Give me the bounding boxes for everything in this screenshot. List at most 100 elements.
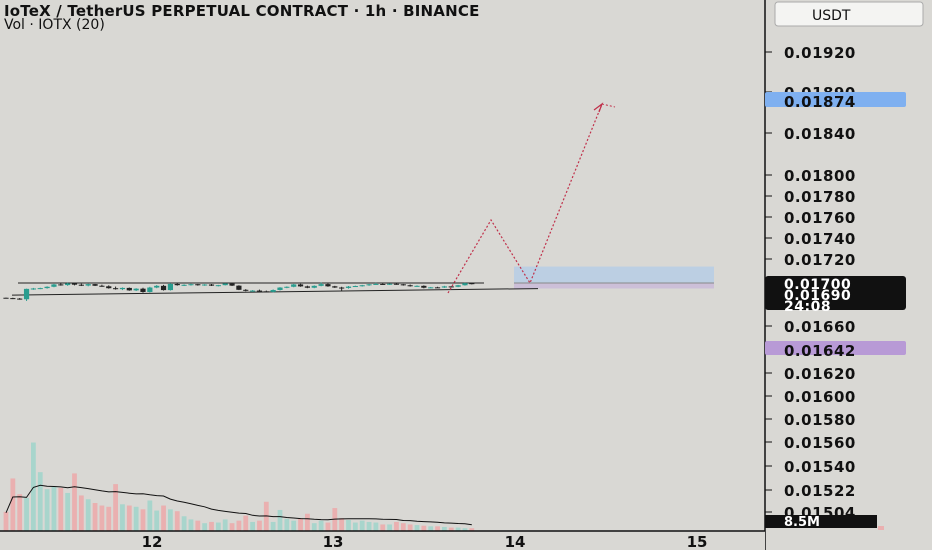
candle-body [366,284,372,286]
price-tick-label: 0.01620 [784,365,856,383]
volume-bar [407,524,413,532]
volume-bar [442,526,447,532]
volume-bar [85,499,91,532]
volume-bar [106,506,112,532]
price-tick-label: 0.01600 [784,388,856,406]
candle-body [23,288,30,300]
volume-bar [366,521,372,532]
volume-bar [373,522,379,532]
volume-bar [188,519,194,532]
volume-bar [421,525,427,532]
stop-price-badge-text: 0.01642 [784,342,856,360]
volume-bar [387,524,392,532]
volume-bar [37,472,43,532]
volume-ma-line [5,484,472,526]
projection-line [447,103,603,294]
volume-bar [202,523,208,532]
candle-body [10,298,16,300]
candle-body [174,283,180,286]
volume-ma-path [5,484,472,526]
candle-body [188,284,194,286]
volume-bar [65,492,71,532]
volume-bar [147,500,153,532]
candle-body [99,285,105,287]
candle-body [58,284,64,286]
volume-bar [215,522,221,532]
candle-body [181,284,187,286]
chart-title: IoTeX / TetherUS PERPETUAL CONTRACT · 1h… [4,2,480,20]
candle-body [65,283,71,286]
loss-zone [514,283,714,289]
time-tick-label: 14 [505,533,526,550]
volume-bar [284,518,290,532]
candle-body [434,287,441,289]
candle-body [270,289,276,292]
candle-body [30,288,36,290]
candle-body [229,283,235,286]
volume-bar [222,519,228,532]
currency-label: USDT [812,8,851,24]
current-price-text: 24:08 [784,299,831,315]
currency-box [774,1,924,27]
current-price-text: 0.01690 [784,288,851,304]
candle-body [297,284,304,287]
volume-value-badge [765,515,877,528]
volume-bar [72,473,77,532]
candle-body [126,287,132,291]
target-price-badge [765,92,906,107]
time-axis-bg [0,531,765,550]
candle-body [263,291,269,293]
stop-price-badge [765,341,906,355]
volume-bar [3,511,9,532]
time-axis[interactable]: 12 13 14 15 [0,530,765,550]
volume-bar [448,527,454,532]
volume-bar [113,484,118,532]
volume-bar [229,523,235,532]
candle-body [51,284,57,287]
volume-bar [414,525,420,532]
time-tick-label: 13 [323,533,344,550]
volume-bar [332,508,338,532]
candle-body [154,285,160,288]
candle-body [78,284,84,286]
projection-tail [601,103,616,108]
volume-bar [380,524,386,532]
current-price-text: 0.01700 [784,277,851,293]
candle-body [17,298,23,300]
candle-body [37,288,43,290]
candle-body [359,285,365,287]
candle-body [3,297,9,299]
projection-arrowhead [593,102,604,113]
volume-bar [339,518,345,532]
candle-body [44,286,50,289]
volume-bar [126,505,132,532]
price-tick-label: 0.01720 [784,251,856,269]
volume-bar [154,510,160,532]
price-tick-label: 0.01760 [784,209,856,227]
candle-body [339,287,345,289]
price-tick-label: 0.01840 [784,125,856,143]
candle-body [236,285,242,290]
volume-bar [277,509,283,532]
volume-bar [394,521,399,532]
volume-indicator-label[interactable]: Vol · IOTX (20) [4,17,105,33]
candle-body [304,286,310,288]
candle-body [167,283,173,291]
volume-bars [3,442,475,532]
price-axis[interactable]: USDT0.019200.018900.018400.018000.017800… [764,0,924,550]
volume-bar [263,501,269,532]
volume-bar [140,509,146,532]
volume-bar [400,523,406,532]
candle-body [215,285,221,287]
volume-bar [270,521,276,532]
candle-body [291,284,297,287]
candle-body [373,283,379,285]
candle-body [428,287,434,289]
candle-body [119,287,126,290]
volume-bar [181,516,187,532]
volume-bar [78,495,84,532]
volume-bar [92,503,98,532]
candle-body [318,284,324,286]
price-tick-label: 0.01660 [784,318,856,336]
